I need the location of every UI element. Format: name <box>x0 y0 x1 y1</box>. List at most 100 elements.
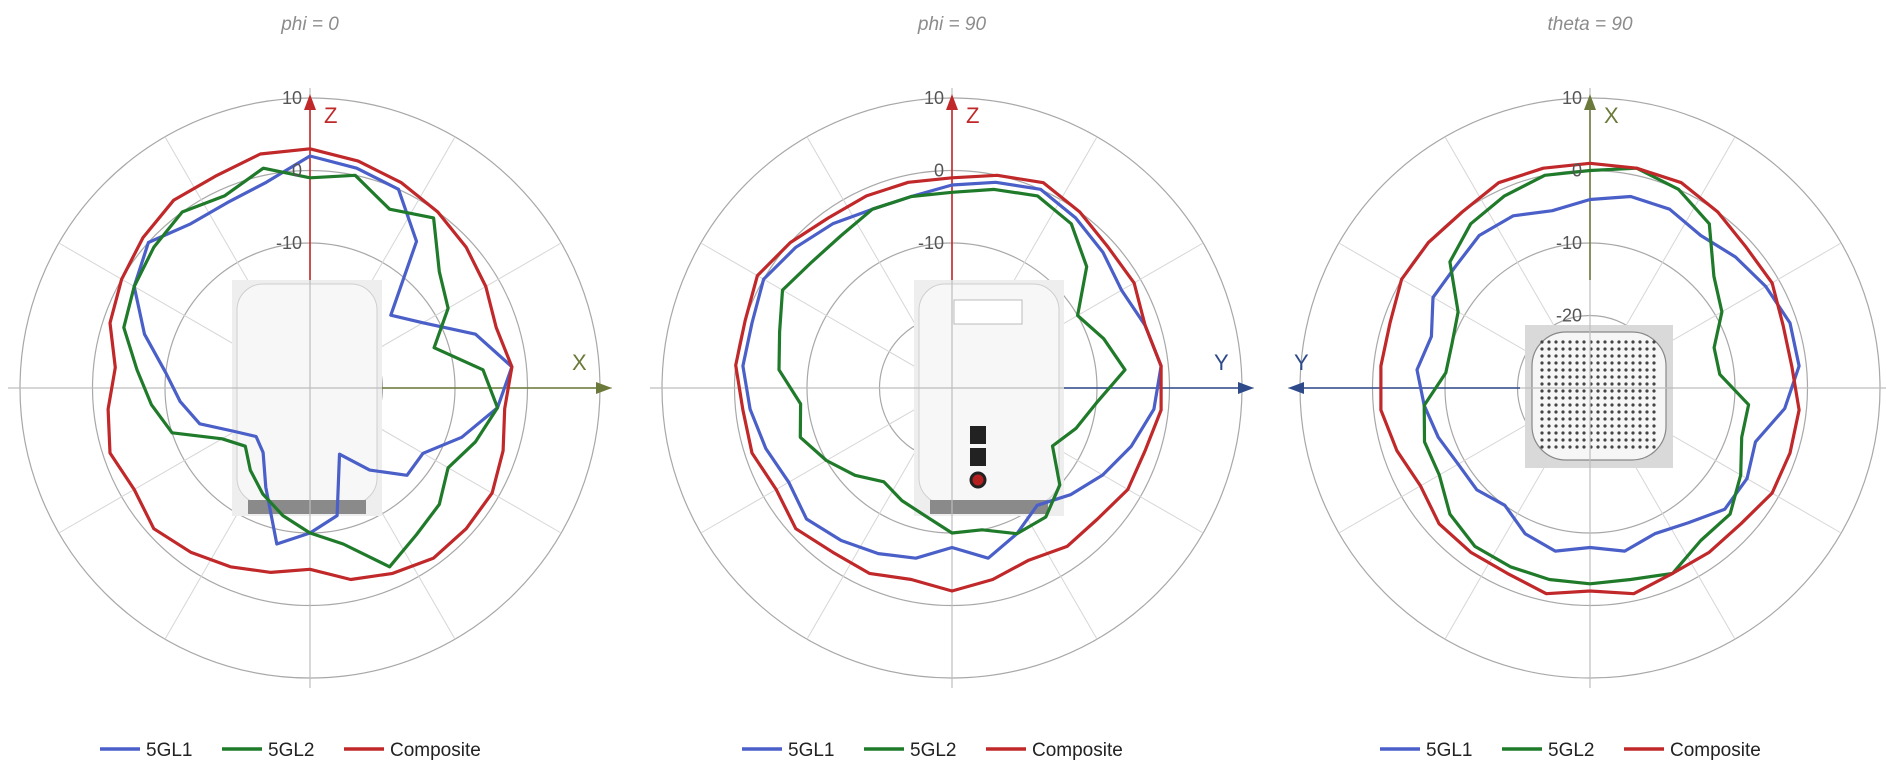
vertical-axis-label: Z <box>324 103 337 128</box>
vent-hole <box>1540 396 1544 400</box>
vent-hole <box>1596 403 1600 407</box>
vent-hole <box>1652 424 1656 428</box>
vent-hole <box>1582 396 1586 400</box>
vent-hole <box>1624 445 1628 449</box>
port-2 <box>970 448 986 466</box>
vent-hole <box>1596 431 1600 435</box>
vent-hole <box>1610 361 1614 365</box>
vent-hole <box>1624 438 1628 442</box>
vent-hole <box>1582 361 1586 365</box>
vent-hole <box>1554 445 1558 449</box>
vent-hole <box>1582 424 1586 428</box>
vent-hole <box>1568 438 1572 442</box>
vent-hole <box>1638 438 1642 442</box>
vent-hole <box>1610 382 1614 386</box>
vent-hole <box>1645 389 1649 393</box>
vent-hole <box>1547 417 1551 421</box>
vent-hole <box>1568 354 1572 358</box>
vent-hole <box>1610 354 1614 358</box>
vent-hole <box>1547 396 1551 400</box>
vent-hole <box>1603 403 1607 407</box>
vent-hole <box>1603 431 1607 435</box>
legend-label: Composite <box>390 740 481 761</box>
vent-hole <box>1561 382 1565 386</box>
vent-hole <box>1540 361 1544 365</box>
vent-hole <box>1540 424 1544 428</box>
vent-hole <box>1596 368 1600 372</box>
vent-hole <box>1540 340 1544 344</box>
vent-hole <box>1603 389 1607 393</box>
vent-hole <box>1617 396 1621 400</box>
vent-hole <box>1554 382 1558 386</box>
series-line-5gl1 <box>741 180 1163 560</box>
vent-hole <box>1610 375 1614 379</box>
vent-hole <box>1645 445 1649 449</box>
vent-hole <box>1652 389 1656 393</box>
vent-hole <box>1610 389 1614 393</box>
vent-hole <box>1582 347 1586 351</box>
vent-hole <box>1638 361 1642 365</box>
vent-hole <box>1652 445 1656 449</box>
vent-hole <box>1582 417 1586 421</box>
vent-hole <box>1575 354 1579 358</box>
device-photo <box>1525 325 1673 468</box>
vent-hole <box>1617 361 1621 365</box>
vent-hole <box>1582 410 1586 414</box>
router-body <box>236 283 378 505</box>
vent-hole <box>1645 396 1649 400</box>
grid-spoke <box>700 242 953 389</box>
vent-hole <box>1652 368 1656 372</box>
vent-hole <box>1645 382 1649 386</box>
label-sticker <box>953 299 1023 325</box>
vent-hole <box>1617 445 1621 449</box>
vent-hole <box>1561 438 1565 442</box>
vent-hole <box>1554 361 1558 365</box>
vent-hole <box>1603 424 1607 428</box>
chart-title: theta = 90 <box>1547 14 1632 35</box>
vent-hole <box>1631 368 1635 372</box>
vent-hole <box>1575 424 1579 428</box>
vent-hole <box>1568 347 1572 351</box>
vent-hole <box>1638 424 1642 428</box>
vent-hole <box>1617 368 1621 372</box>
vent-hole <box>1547 382 1551 386</box>
vent-hole <box>1631 403 1635 407</box>
vertical-axis-label: Z <box>966 103 979 128</box>
vent-hole <box>1631 375 1635 379</box>
vent-hole <box>1568 368 1572 372</box>
legend-label: 5GL1 <box>1426 740 1472 761</box>
vent-hole <box>1617 347 1621 351</box>
vent-hole <box>1638 382 1642 386</box>
series-line-composite <box>106 147 514 582</box>
vent-hole <box>1610 368 1614 372</box>
vent-hole <box>1624 410 1628 414</box>
vent-hole <box>1582 375 1586 379</box>
vent-hole <box>1610 347 1614 351</box>
vent-hole <box>1561 417 1565 421</box>
vent-hole <box>1631 389 1635 393</box>
r-tick-label: 10 <box>282 88 302 108</box>
horizontal-axis-label: X <box>572 350 587 375</box>
vent-hole <box>1638 347 1642 351</box>
vent-hole <box>1610 410 1614 414</box>
vent-hole <box>1554 347 1558 351</box>
series-line-composite <box>734 173 1163 593</box>
vent-hole <box>1540 389 1544 393</box>
vent-hole <box>1610 340 1614 344</box>
r-tick-label: 10 <box>924 88 944 108</box>
vent-hole <box>1547 375 1551 379</box>
vent-hole <box>1575 382 1579 386</box>
vent-hole <box>1603 375 1607 379</box>
vent-hole <box>1652 354 1656 358</box>
vent-hole <box>1603 410 1607 414</box>
vent-hole <box>1617 354 1621 358</box>
vent-hole <box>1638 410 1642 414</box>
vent-hole <box>1638 375 1642 379</box>
vent-hole <box>1554 389 1558 393</box>
vent-hole <box>1561 403 1565 407</box>
vent-hole <box>1638 403 1642 407</box>
vent-hole <box>1554 417 1558 421</box>
legend-label: 5GL1 <box>788 740 834 761</box>
vent-hole <box>1582 431 1586 435</box>
vent-hole <box>1610 431 1614 435</box>
